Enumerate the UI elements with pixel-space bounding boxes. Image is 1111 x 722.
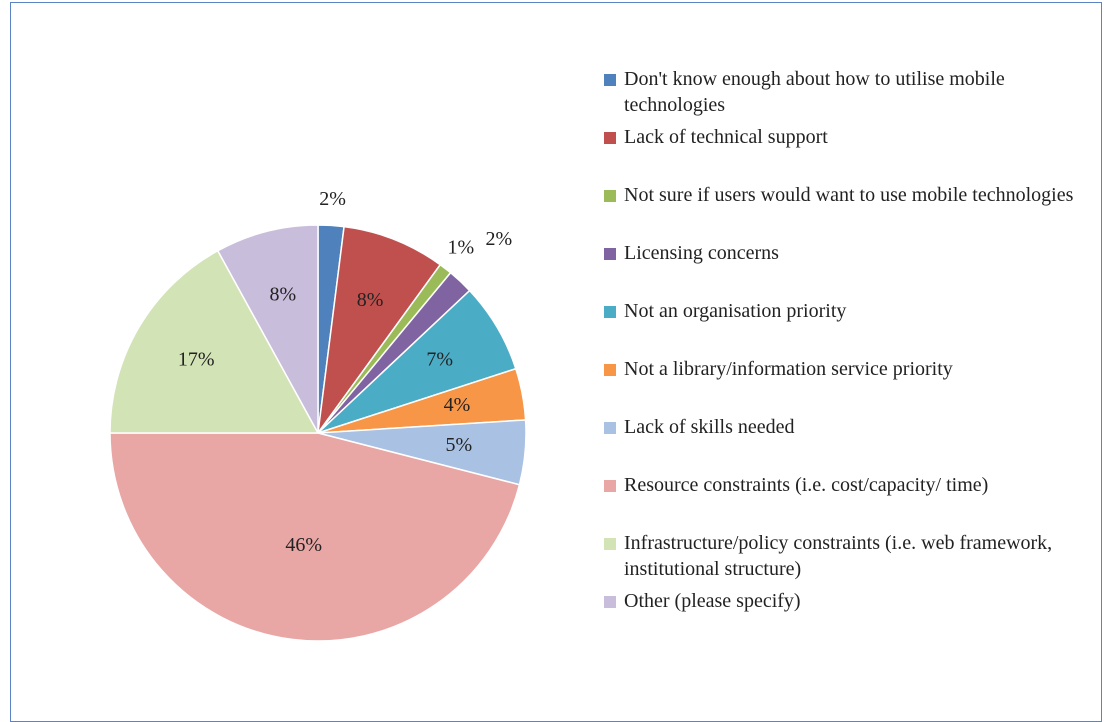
legend-swatch (604, 190, 616, 202)
legend-label: Not a library/information service priori… (624, 358, 953, 380)
legend-swatch (604, 132, 616, 144)
legend-label: Lack of skills needed (624, 416, 795, 438)
legend-item: Resource constraints (i.e. cost/capacity… (600, 472, 1085, 530)
legend-item: Other (please specify) (600, 588, 1085, 646)
page: {"chart_data": {"type": "pie", "categori… (10, 2, 1102, 722)
legend-item: Lack of technical support (600, 124, 1085, 182)
chart: 2% 8% 1% 2% 7% 4% 5% 46% 17% 8% (109, 188, 527, 642)
legend-label: Resource constraints (i.e. cost/capacity… (624, 474, 989, 496)
data-label: 8% (269, 284, 296, 306)
legend-item: Not a library/information service priori… (600, 356, 1085, 414)
legend-item: Not an organisation priority (600, 298, 1085, 356)
data-label: 2% (485, 228, 512, 250)
legend-item: Lack of skills needed (600, 414, 1085, 472)
data-label: 7% (426, 349, 453, 371)
legend-swatch (604, 480, 616, 492)
legend-swatch (604, 422, 616, 434)
data-label: 1% (447, 237, 474, 259)
data-label: 8% (357, 289, 384, 311)
pie-slice (216, 224, 319, 434)
pie-slice (109, 432, 521, 642)
legend-label: Lack of technical support (624, 126, 828, 148)
pie-slice (317, 225, 442, 434)
data-label: 46% (285, 534, 322, 556)
legend-label: Infrastructure/policy constraints (i.e. … (624, 532, 1053, 580)
legend-label: Not an organisation priority (624, 300, 847, 322)
legend-swatch (604, 306, 616, 318)
data-label: 17% (178, 349, 215, 371)
legend-swatch (604, 74, 616, 86)
legend-item: Don't know enough about how to utilise m… (600, 66, 1085, 124)
legend-swatch (604, 248, 616, 260)
legend-swatch (604, 596, 616, 608)
legend: Don't know enough about how to utilise m… (600, 66, 1085, 646)
legend-item: Not sure if users would want to use mobi… (600, 182, 1085, 240)
legend-label: Licensing concerns (624, 242, 779, 264)
legend-swatch (604, 364, 616, 376)
pie-slice (109, 249, 320, 434)
legend-label: Not sure if users would want to use mobi… (624, 184, 1074, 206)
data-label: 5% (445, 434, 472, 456)
data-label: 4% (444, 394, 471, 416)
legend-label: Other (please specify) (624, 590, 801, 612)
legend-item: Licensing concerns (600, 240, 1085, 298)
legend-item: Infrastructure/policy constraints (i.e. … (600, 530, 1085, 588)
data-label: 2% (319, 188, 346, 210)
legend-swatch (604, 538, 616, 550)
legend-label: Don't know enough about how to utilise m… (624, 68, 1005, 116)
